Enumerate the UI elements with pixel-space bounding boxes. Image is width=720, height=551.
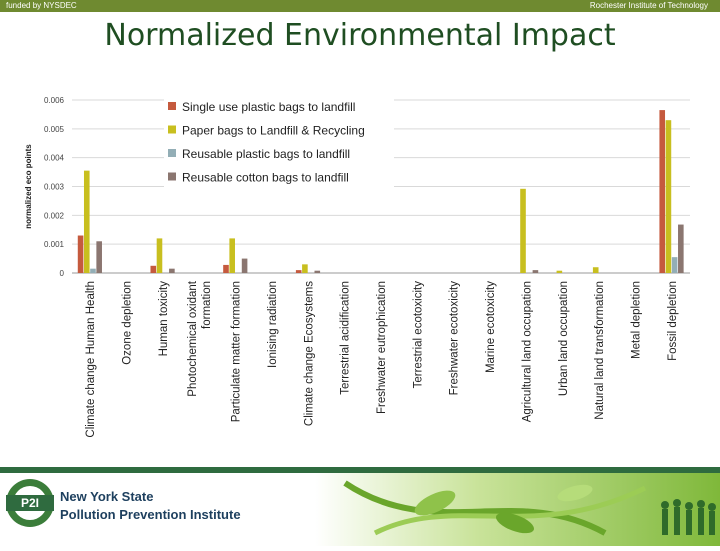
x-tick-label: Human toxicity (158, 281, 170, 357)
x-tick-label: Fossil depletion (667, 281, 679, 361)
footer: P2I New York State Pollution Prevention … (0, 467, 720, 546)
bar (556, 270, 563, 273)
x-tick-label: Ionising radiation (267, 281, 279, 368)
bar (520, 188, 526, 273)
bar (592, 267, 599, 273)
x-tick-label: Metal depletion (630, 281, 642, 359)
bar (678, 224, 684, 273)
bar-chart: 0 0.001 0.002 0.003 0.004 0.005 0.006 normalize… (24, 96, 690, 438)
legend-swatch (168, 149, 176, 157)
y-tick-label: 0.004 (44, 154, 65, 163)
legend-label: Single use plastic bags to landfill (182, 100, 355, 114)
institute-text: Rochester Institute of Technology (589, 1, 708, 10)
bar (223, 264, 229, 273)
x-tick-label: Particulate matter formation (231, 281, 243, 422)
bar (671, 257, 678, 273)
x-tick-label: Freshwater eutrophication (376, 281, 388, 414)
decorative-leaves (315, 473, 720, 546)
legend-label: Paper bags to Landfill & Recycling (182, 124, 365, 138)
header-bar: funded by NYSDEC Rochester Institute of … (0, 0, 720, 12)
legend-swatch (168, 172, 176, 181)
y-axis-label: normalized eco points (24, 144, 33, 229)
bar (156, 238, 163, 273)
bar (169, 268, 175, 273)
legend-label: Reusable cotton bags to landfill (182, 171, 349, 185)
bar (96, 241, 102, 273)
logo-text: P2I (21, 496, 39, 510)
x-tick-label: Freshwater ecotoxicity (449, 281, 461, 396)
y-tick-label: 0.005 (44, 125, 65, 134)
x-tick-label: Photochemical oxidant formation (187, 280, 213, 397)
bar (302, 264, 308, 273)
bar (295, 270, 302, 273)
y-tick-label: 0.001 (44, 240, 65, 249)
p2i-logo-icon: P2I (6, 479, 54, 527)
y-tick-label: 0.003 (44, 183, 65, 192)
bar (83, 170, 90, 273)
bar (532, 270, 539, 273)
x-tick-label: Agricultural land occupation (521, 281, 533, 422)
x-tick-label: Terrestrial ecotoxicity (412, 281, 424, 389)
x-tick-label: Marine ecotoxicity (485, 281, 497, 373)
bar (665, 120, 672, 273)
bar (241, 258, 248, 273)
org-name-line2: Pollution Prevention Institute (60, 507, 241, 522)
x-tick-label: Urban land occupation (558, 281, 570, 396)
x-tick-label: Ozone depletion (122, 281, 134, 365)
x-tick-label: Climate change Ecosystems (303, 281, 315, 426)
bar (314, 270, 321, 273)
bar (77, 235, 84, 273)
x-tick-label: Terrestrial acidification (340, 281, 352, 395)
x-tick-label: Climate change Human Health (85, 281, 97, 438)
funder-text: funded by NYSDEC (6, 1, 77, 10)
legend-swatch (168, 102, 176, 110)
bar (229, 238, 235, 273)
bar (150, 265, 157, 273)
bar (659, 110, 666, 273)
legend-label: Reusable plastic bags to landfill (182, 147, 350, 161)
y-tick-label: 0.002 (44, 211, 65, 220)
org-name-line1: New York State (60, 489, 154, 504)
p2i-logo: P2I New York State Pollution Prevention … (0, 473, 320, 546)
legend-box (164, 98, 394, 200)
slide-title: Normalized Environmental Impact (104, 18, 616, 53)
bar (90, 268, 96, 273)
y-tick-label: 0 (60, 269, 65, 278)
legend-swatch (168, 125, 176, 134)
y-tick-label: 0.006 (44, 96, 65, 105)
x-tick-label: Natural land transformation (594, 281, 606, 420)
